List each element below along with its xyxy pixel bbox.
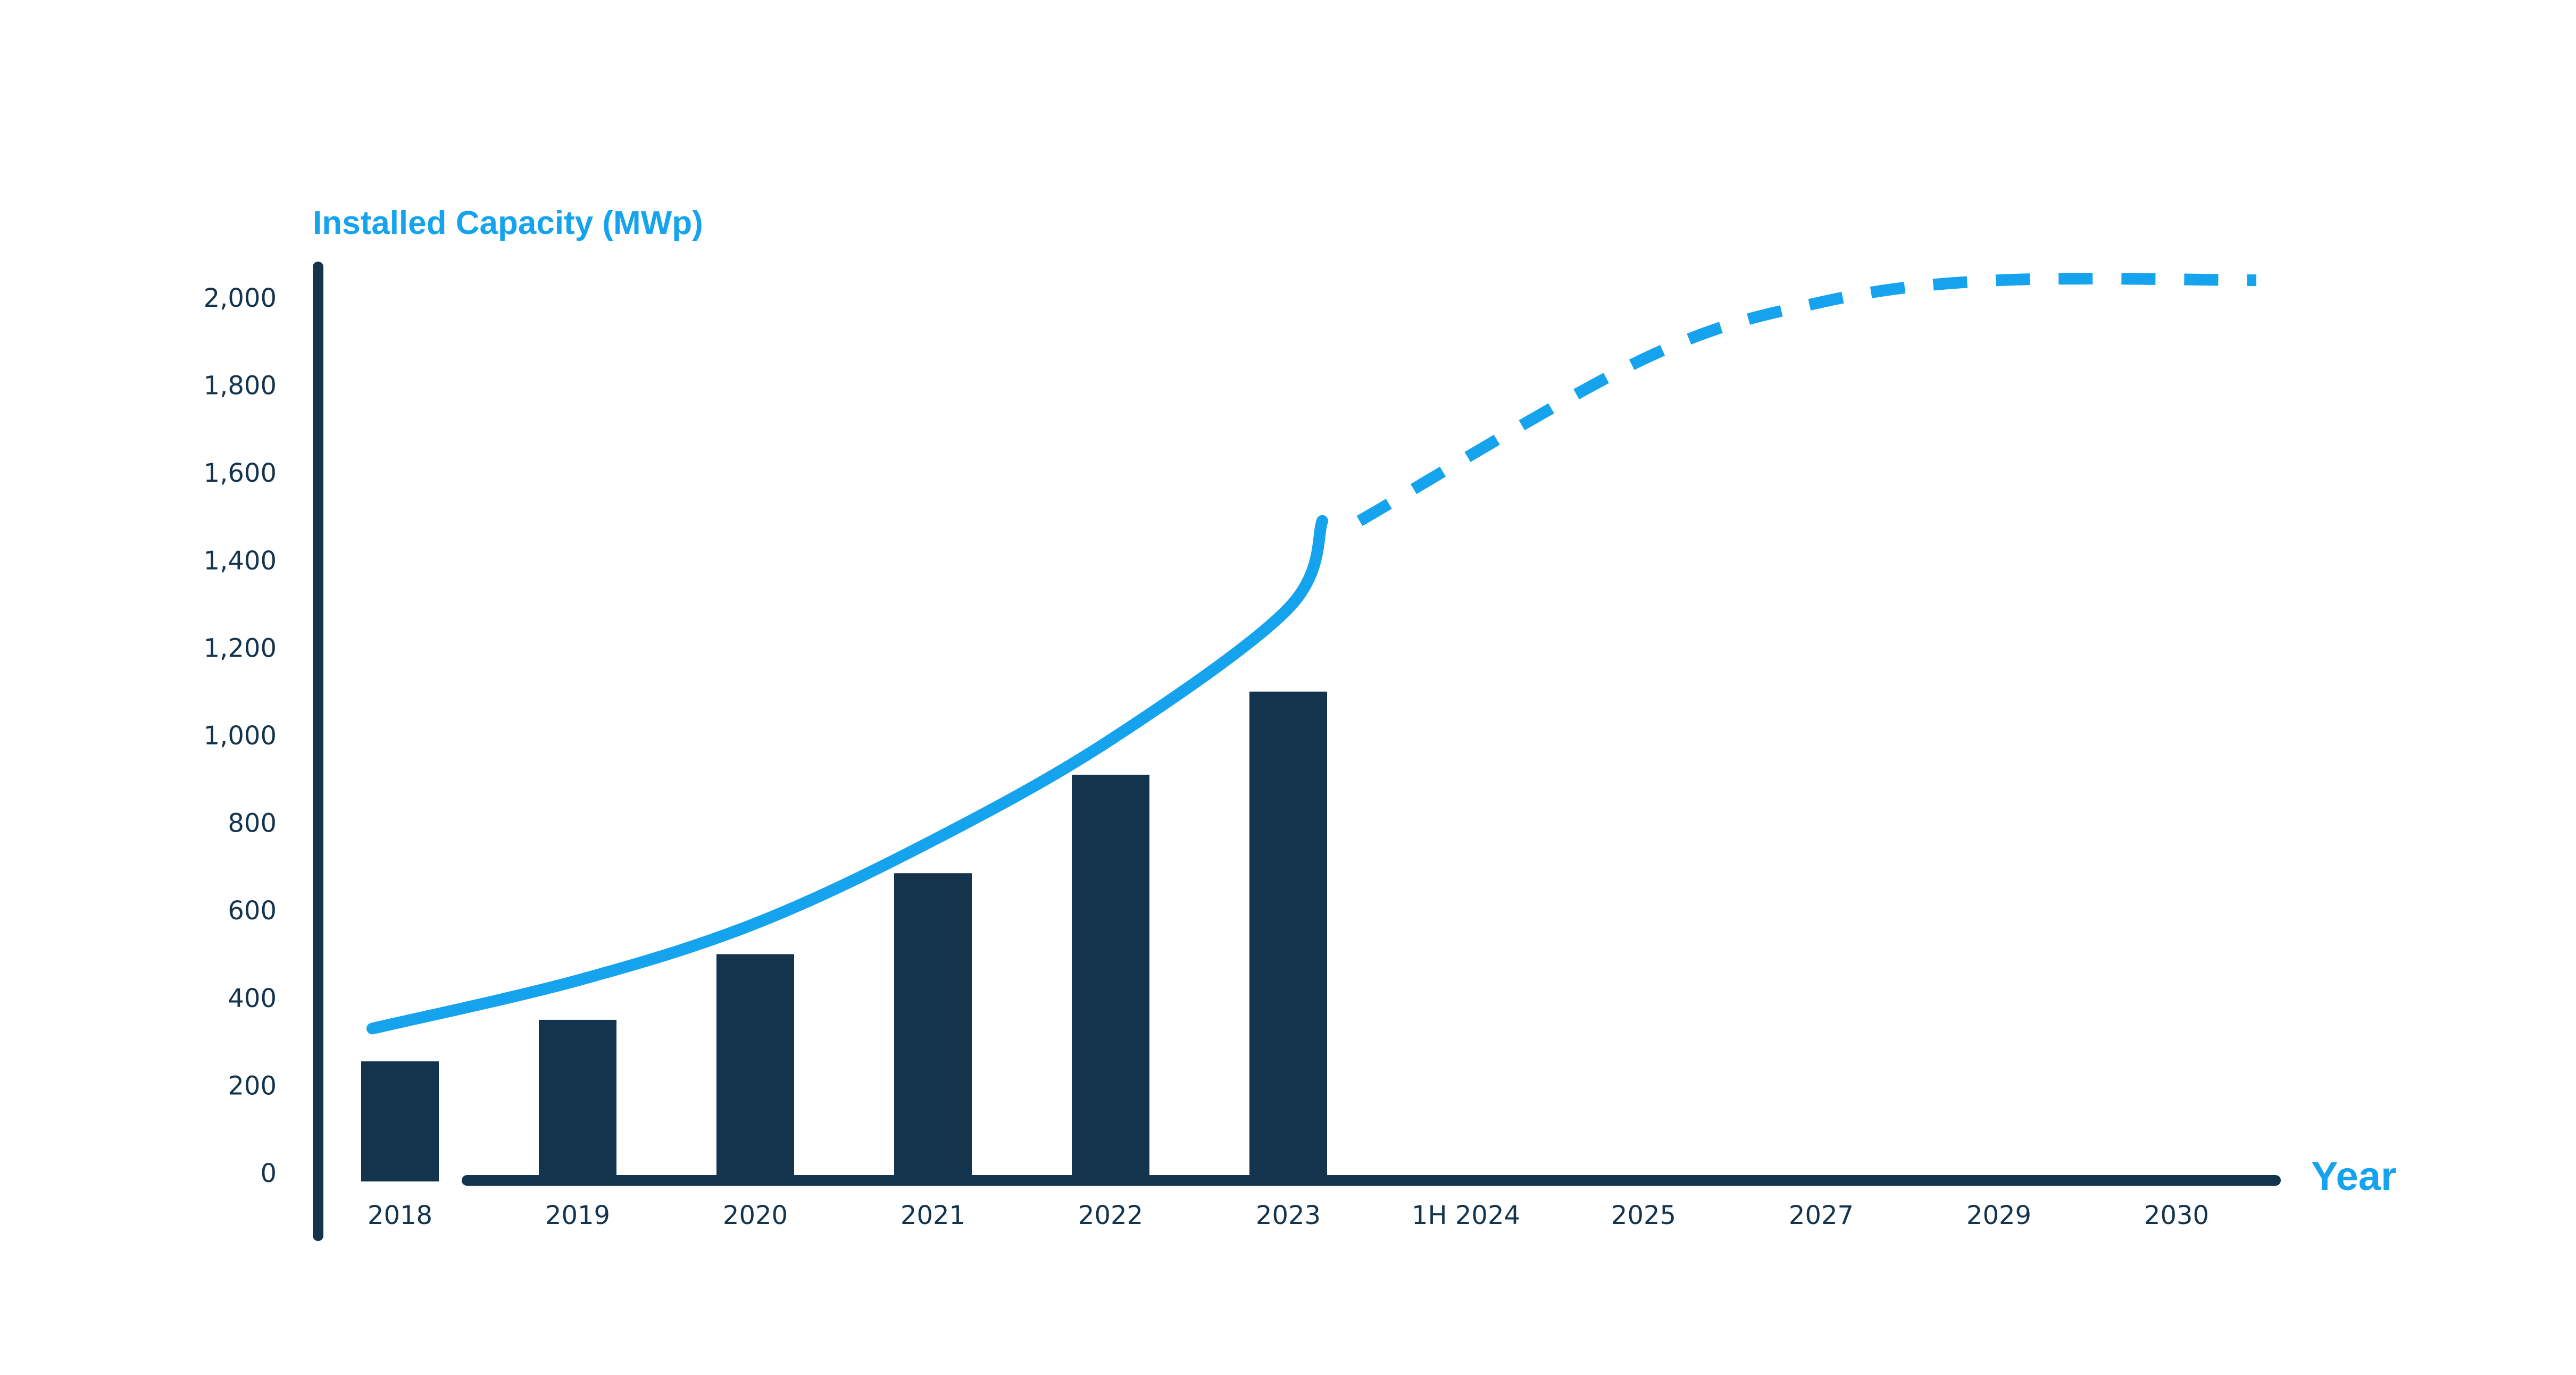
y-axis-title: Installed Capacity (MWp) bbox=[313, 205, 703, 241]
y-tick-label: 2,000 bbox=[204, 283, 277, 313]
y-tick-label: 400 bbox=[228, 984, 277, 1013]
x-tick-label: 2027 bbox=[1789, 1201, 1854, 1230]
bar bbox=[716, 954, 794, 1181]
x-tick-label: 2021 bbox=[901, 1201, 965, 1230]
y-tick-label: 1,200 bbox=[204, 633, 277, 663]
x-tick-label: 2019 bbox=[545, 1201, 610, 1230]
x-tick-label: 2022 bbox=[1078, 1201, 1143, 1230]
x-tick-label: 2029 bbox=[1966, 1201, 2031, 1230]
y-tick-label: 200 bbox=[228, 1071, 277, 1101]
x-tick-labels: 2018 2019 2020 2021 2022 2023 1H 2024 2025 2027 2… bbox=[368, 1201, 2209, 1230]
bar bbox=[1249, 691, 1327, 1181]
y-tick-label: 600 bbox=[228, 896, 277, 926]
bar-series bbox=[361, 691, 1327, 1181]
bar bbox=[1072, 775, 1149, 1181]
x-tick-label: 2023 bbox=[1256, 1201, 1321, 1230]
y-tick-label: 1,400 bbox=[204, 546, 277, 576]
bar bbox=[361, 1061, 439, 1181]
bar bbox=[539, 1019, 616, 1181]
x-tick-label: 2025 bbox=[1611, 1201, 1676, 1230]
trend-line bbox=[366, 273, 2257, 1035]
bar bbox=[894, 873, 972, 1181]
trend-line-projected bbox=[1356, 273, 2257, 526]
y-tick-label: 1,800 bbox=[204, 371, 277, 401]
x-tick-label: 2020 bbox=[723, 1201, 788, 1230]
x-axis-title: Year bbox=[2311, 1154, 2397, 1199]
x-tick-label: 2018 bbox=[368, 1201, 432, 1230]
trend-line-actual bbox=[366, 515, 1328, 1035]
y-tick-label: 1,600 bbox=[204, 458, 277, 488]
x-tick-label: 1H 2024 bbox=[1412, 1201, 1520, 1230]
y-tick-label: 0 bbox=[260, 1159, 277, 1188]
y-tick-label: 1,000 bbox=[204, 721, 277, 751]
x-tick-label: 2030 bbox=[2144, 1201, 2209, 1230]
y-tick-label: 800 bbox=[228, 809, 277, 839]
y-tick-labels: 0 200 400 600 800 1,000 1,200 1,400 1,600 1,800 2,… bbox=[204, 283, 277, 1188]
